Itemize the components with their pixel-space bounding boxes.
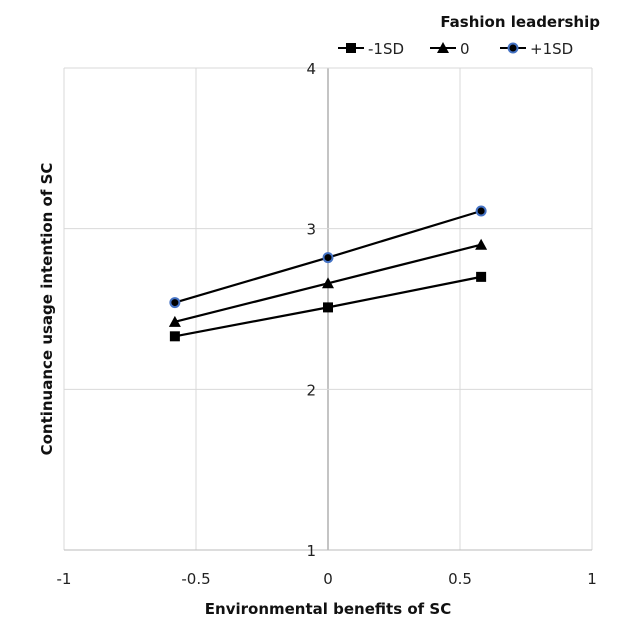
tick-labels: -1 -0.5 0 0.5 1 1 2 3 4 <box>57 60 597 588</box>
legend-title: Fashion leadership <box>440 13 600 31</box>
y-tick-label: 4 <box>306 60 316 78</box>
legend: -1SD 0 +1SD <box>338 40 573 58</box>
data-point-square <box>323 302 333 313</box>
data-point-circle <box>169 297 181 309</box>
legend-marker-triangle <box>437 42 449 53</box>
x-tick-label: 1 <box>587 570 597 588</box>
x-tick-label: 0 <box>323 570 333 588</box>
data-point-circle <box>322 252 334 264</box>
data-point-triangle <box>322 277 334 289</box>
y-tick-label: 1 <box>306 542 316 560</box>
data-point-triangle <box>475 238 488 250</box>
data-point-circle <box>475 205 487 217</box>
y-tick-label: 2 <box>306 381 316 399</box>
series-lines <box>168 205 488 342</box>
legend-marker-square <box>346 43 356 53</box>
legend-label: +1SD <box>530 40 573 58</box>
legend-label: -1SD <box>368 40 404 58</box>
grid <box>63 67 593 551</box>
x-tick-label: -0.5 <box>181 570 210 588</box>
y-axis-label: Continuance usage intention of SC <box>38 163 56 456</box>
data-point-square <box>169 331 180 342</box>
x-tick-label: -1 <box>57 570 72 588</box>
legend-label: 0 <box>460 40 470 58</box>
data-point-triangle <box>168 315 181 327</box>
y-tick-label: 3 <box>306 221 316 239</box>
data-point-square <box>476 271 487 282</box>
x-tick-label: 0.5 <box>448 570 472 588</box>
x-axis-label: Environmental benefits of SC <box>205 600 451 618</box>
legend-marker-circle <box>507 42 519 54</box>
